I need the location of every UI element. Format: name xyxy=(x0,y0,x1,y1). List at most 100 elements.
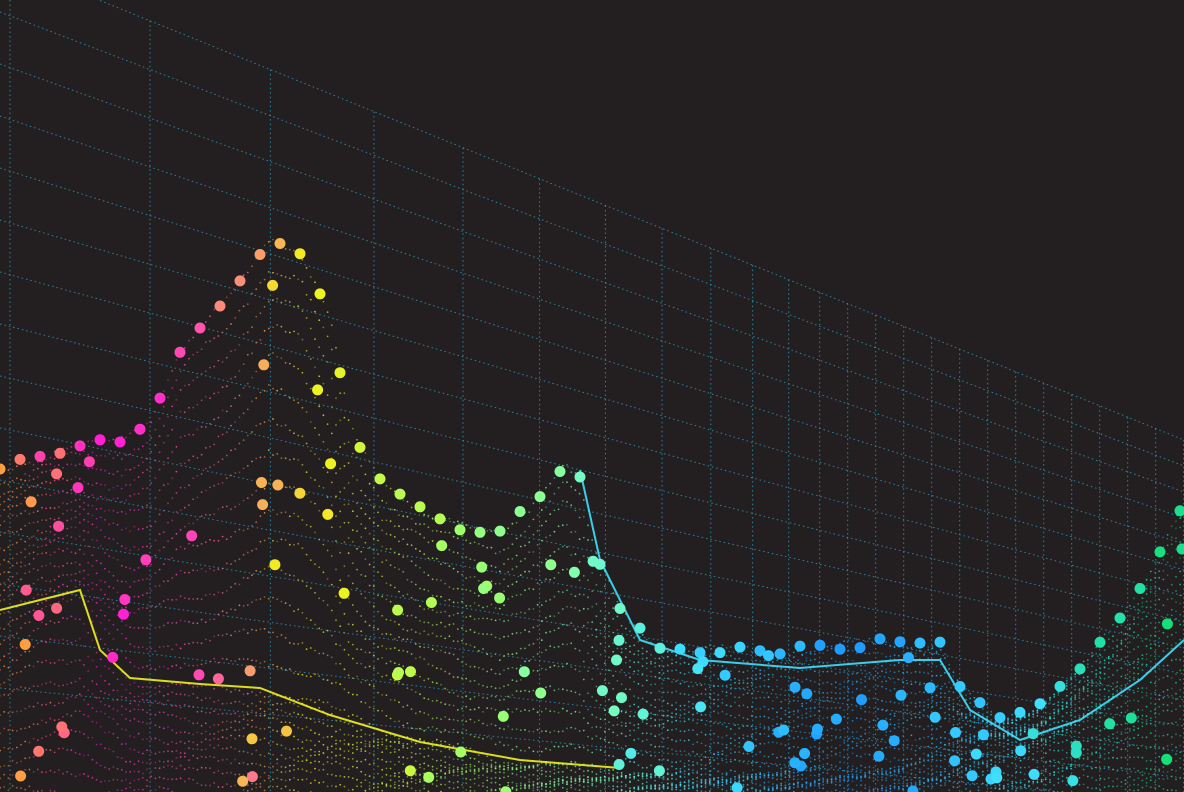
highlight-dot xyxy=(894,636,906,648)
grid-line xyxy=(0,687,1067,792)
highlight-dot xyxy=(14,453,26,465)
grid-line xyxy=(0,167,1184,545)
highlight-dot xyxy=(799,748,811,759)
highlight-dot xyxy=(674,643,686,655)
highlight-dot xyxy=(72,482,84,494)
highlight-dot xyxy=(1027,728,1039,740)
highlight-dot xyxy=(474,526,486,538)
highlight-dot xyxy=(949,755,961,767)
highlight-dot xyxy=(970,748,982,760)
highlight-dot xyxy=(934,636,946,648)
highlight-dot xyxy=(425,597,437,608)
highlight-dot xyxy=(695,701,707,713)
highlight-dot xyxy=(414,501,426,513)
highlight-dot xyxy=(608,705,620,717)
highlight-dot xyxy=(374,473,386,485)
grid-line xyxy=(0,11,1184,467)
highlight-dot xyxy=(794,640,806,652)
grid-line xyxy=(0,323,1184,623)
highlight-dot xyxy=(74,440,86,452)
highlight-dot xyxy=(554,466,566,477)
highlight-dot xyxy=(991,772,1003,784)
highlight-dot xyxy=(625,747,637,759)
highlight-dot xyxy=(174,346,186,358)
highlight-dot xyxy=(574,471,586,483)
highlight-dot xyxy=(257,499,269,511)
highlight-dot xyxy=(714,647,726,659)
highlight-dot xyxy=(907,785,919,792)
highlight-dot xyxy=(54,447,66,459)
highlight-dot xyxy=(436,540,448,552)
highlight-dot xyxy=(1014,706,1026,718)
highlight-dot xyxy=(514,506,526,517)
highlight-dot xyxy=(545,559,557,571)
highlight-dot xyxy=(895,689,907,701)
highlight-dot xyxy=(692,663,704,675)
highlight-dot xyxy=(334,367,346,379)
highlight-dot xyxy=(455,746,467,758)
particle-mesh xyxy=(0,238,1184,792)
highlight-dot xyxy=(903,652,914,664)
highlight-dot xyxy=(616,692,627,704)
highlight-dot xyxy=(194,322,206,334)
highlight-dot xyxy=(978,729,989,741)
highlight-dot xyxy=(613,634,625,646)
highlight-dot xyxy=(500,786,512,792)
highlight-dot xyxy=(258,359,270,371)
highlight-dot xyxy=(811,723,823,735)
highlight-dot xyxy=(423,771,435,783)
highlight-dot xyxy=(1125,712,1137,724)
highlight-dot xyxy=(1104,718,1116,730)
highlight-dot xyxy=(51,602,63,614)
highlight-dot xyxy=(494,592,506,604)
highlight-dot xyxy=(789,681,801,693)
highlight-dot xyxy=(929,711,941,723)
highlight-dot xyxy=(653,765,665,777)
highlight-dot xyxy=(568,566,580,578)
highlight-dot xyxy=(476,561,488,573)
highlight-dot xyxy=(1154,546,1166,558)
highlight-dot xyxy=(274,238,286,249)
highlight-dot xyxy=(53,520,65,532)
highlight-dot xyxy=(1134,583,1146,594)
highlight-dot xyxy=(312,384,324,396)
highlight-dot xyxy=(244,665,256,677)
highlight-dot xyxy=(950,727,961,738)
highlight-dot xyxy=(966,770,978,782)
highlight-dot xyxy=(140,554,152,566)
highlight-dot xyxy=(1161,618,1173,630)
highlight-dot xyxy=(322,508,334,520)
grid-line xyxy=(0,115,1184,519)
highlight-dot xyxy=(1094,636,1106,648)
highlight-dot xyxy=(637,708,649,720)
highlight-dot xyxy=(405,666,416,678)
highlight-dot xyxy=(267,279,279,291)
highlight-dot xyxy=(634,622,646,634)
highlight-dot xyxy=(954,681,966,692)
highlight-dot xyxy=(1114,612,1126,624)
highlight-dot xyxy=(534,491,546,503)
highlight-dot xyxy=(974,697,986,709)
highlight-dot xyxy=(256,477,267,488)
highlight-dot xyxy=(731,782,743,792)
highlight-dot xyxy=(114,436,126,448)
highlight-dot xyxy=(294,248,306,260)
grid-line xyxy=(0,479,1184,701)
highlight-dot xyxy=(914,637,926,649)
highlight-dot xyxy=(497,710,509,722)
highlight-dot xyxy=(1028,768,1040,780)
highlight-dot xyxy=(1070,747,1082,759)
highlight-dot xyxy=(118,608,129,620)
highlight-dot xyxy=(234,275,246,287)
highlight-dot xyxy=(778,724,790,736)
grid-line xyxy=(0,531,1184,727)
highlight-dot xyxy=(801,688,813,700)
highlight-dot xyxy=(393,667,404,678)
highlight-dot xyxy=(654,642,666,654)
highlight-dot xyxy=(269,559,281,571)
highlight-dot xyxy=(237,775,249,787)
highlight-dot xyxy=(338,587,350,599)
highlight-dot xyxy=(1074,663,1086,675)
highlight-dot xyxy=(186,530,198,542)
